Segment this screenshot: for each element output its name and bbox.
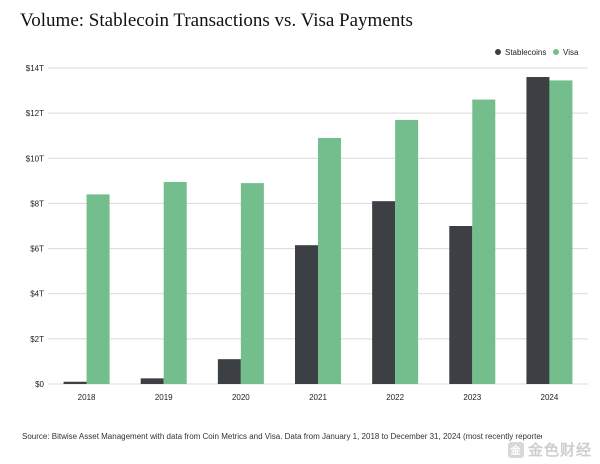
bar-visa-2024 (549, 80, 573, 385)
bar-stablecoins-2020 (217, 359, 241, 384)
bar-stablecoins-2023 (449, 226, 473, 384)
y-axis-ticks: $0 $2T $4T $6T $8T $10T $12T $14T (26, 64, 45, 389)
bar-stablecoins-2022 (372, 201, 396, 384)
bar-visa-2020 (240, 183, 264, 384)
watermark-text: 金色财经 (527, 442, 592, 459)
watermark-logo-icon: 金 (507, 441, 524, 458)
y-tick-label: $6T (30, 245, 44, 254)
x-tick-label: 2024 (541, 393, 559, 402)
x-tick-label: 2022 (386, 393, 404, 402)
chart-title: Volume: Stablecoin Transactions vs. Visa… (20, 10, 413, 31)
x-tick-label: 2018 (78, 393, 96, 402)
x-tick-label: 2020 (232, 393, 250, 402)
legend-marker-stablecoins (495, 49, 501, 55)
bars-layer (63, 77, 573, 385)
bar-visa-2023 (472, 99, 496, 384)
bar-stablecoins-2021 (295, 245, 318, 384)
bar-stablecoins-2019 (140, 378, 164, 384)
x-tick-label: 2021 (309, 393, 327, 402)
x-axis-ticks: 2018 2019 2020 2021 2022 2023 2024 (78, 393, 559, 402)
legend-label-visa: Visa (563, 48, 579, 57)
bar-visa-2018 (86, 194, 110, 384)
y-tick-label: $10T (26, 154, 44, 163)
x-tick-label: 2019 (155, 393, 173, 402)
bar-visa-2019 (163, 181, 187, 384)
bar-stablecoins-2018 (63, 381, 87, 384)
y-tick-label: $4T (30, 290, 44, 299)
legend-marker-visa (553, 49, 559, 55)
y-tick-label: $14T (26, 64, 44, 73)
bar-visa-2022 (395, 119, 419, 385)
source-note: Source: Bitwise Asset Management with da… (22, 432, 542, 441)
legend-label-stablecoins: Stablecoins (505, 48, 546, 57)
x-tick-label: 2023 (463, 393, 481, 402)
y-tick-label: $8T (30, 199, 44, 208)
legend: Stablecoins Visa (495, 48, 579, 57)
bar-visa-2021 (318, 137, 341, 384)
y-tick-label: $0 (35, 380, 44, 389)
y-tick-label: $2T (30, 335, 44, 344)
bar-stablecoins-2024 (526, 77, 550, 385)
watermark: 金 金色财经 (507, 439, 592, 460)
y-tick-label: $12T (26, 109, 44, 118)
